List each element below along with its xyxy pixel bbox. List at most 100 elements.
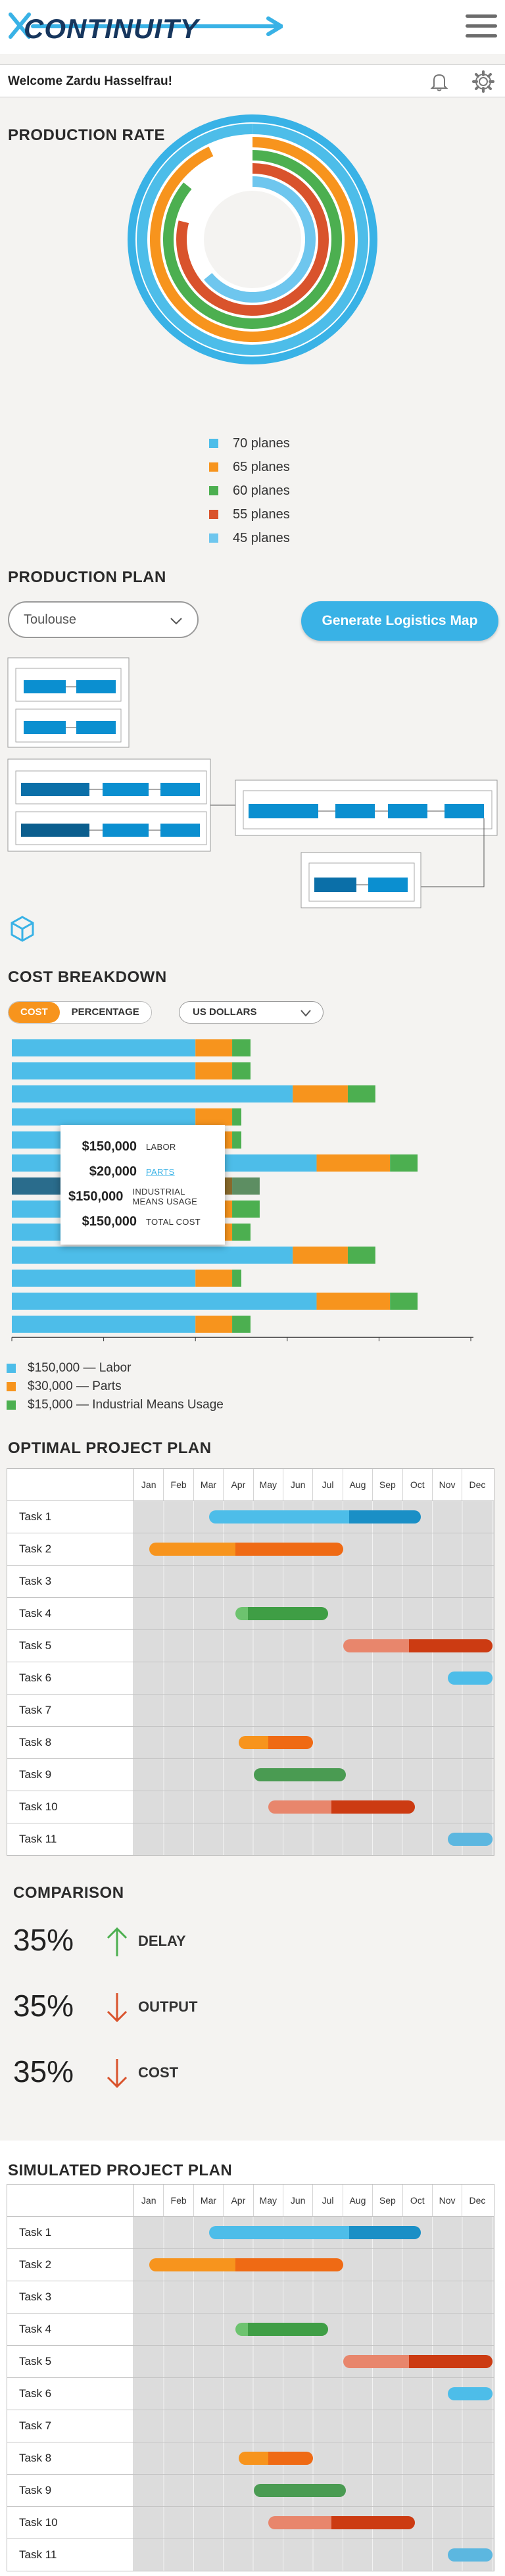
task-bar[interactable]: [238, 1736, 314, 1749]
task-bar[interactable]: [343, 2355, 493, 2368]
bar-labor-1[interactable]: [12, 1062, 196, 1079]
bar-labor-10[interactable]: [12, 1270, 196, 1287]
bar-parts-9[interactable]: [293, 1247, 348, 1264]
task-bar-segment: [253, 2484, 347, 2497]
task-bar-segment: [343, 1639, 409, 1652]
task-bar[interactable]: [208, 1510, 421, 1523]
bar-parts-5[interactable]: [316, 1154, 391, 1172]
task-bar[interactable]: [343, 1639, 493, 1652]
cost-breakdown-title: COST BREAKDOWN: [8, 968, 167, 986]
donut-arc-1[interactable]: [150, 137, 355, 342]
task-track: [134, 2539, 494, 2571]
gear-icon[interactable]: [472, 70, 494, 93]
bar-parts-3[interactable]: [195, 1108, 233, 1126]
bar-industrial-means-usage-8[interactable]: [232, 1224, 251, 1241]
city-select[interactable]: Toulouse: [8, 601, 199, 638]
tooltip-parts-link[interactable]: PARTS: [146, 1166, 175, 1177]
bar-industrial-means-usage-1[interactable]: [232, 1062, 251, 1079]
tooltip-means-amount: $150,000: [68, 1189, 124, 1204]
toggle-cost[interactable]: COST: [9, 1002, 60, 1023]
legend-label: $30,000 — Parts: [28, 1379, 122, 1393]
gantt-row: Task 6: [7, 2377, 494, 2410]
simulated-plan-title: SIMULATED PROJECT PLAN: [8, 2162, 233, 2179]
task-track: [134, 2507, 494, 2539]
bar-parts-2[interactable]: [293, 1085, 348, 1102]
bar-parts-0[interactable]: [195, 1039, 233, 1056]
bar-industrial-means-usage-7[interactable]: [232, 1201, 260, 1218]
donut-arc-0[interactable]: [137, 124, 368, 355]
bar-industrial-means-usage-0[interactable]: [232, 1039, 251, 1056]
bar-parts-11[interactable]: [316, 1293, 391, 1310]
generate-logistics-map-button[interactable]: Generate Logistics Map: [301, 601, 498, 641]
task-bar[interactable]: [447, 1833, 493, 1846]
bar-industrial-means-usage-3[interactable]: [232, 1108, 241, 1126]
bar-parts-12[interactable]: [195, 1316, 233, 1333]
month-header: Mar: [194, 2185, 224, 2216]
chevron-down-icon: [301, 1010, 311, 1017]
bar-industrial-means-usage-9[interactable]: [347, 1247, 375, 1264]
brand-text: CONTINUITY: [24, 13, 201, 44]
task-bar[interactable]: [149, 2258, 343, 2271]
month-header: Dec: [469, 2195, 486, 2206]
bar-industrial-means-usage-6[interactable]: [232, 1177, 260, 1195]
currency-value: US DOLLARS: [193, 1006, 257, 1018]
bar-labor-3[interactable]: [12, 1108, 196, 1126]
bar-labor-12[interactable]: [12, 1316, 196, 1333]
bar-industrial-means-usage-12[interactable]: [232, 1316, 251, 1333]
continuity-logo[interactable]: CONTINUITY: [7, 8, 283, 45]
legend-swatch: [209, 533, 218, 543]
arrow-down-icon: [107, 1993, 128, 2023]
production-plan-title: PRODUCTION PLAN: [8, 568, 166, 586]
task-bar[interactable]: [447, 1672, 493, 1685]
bar-parts-10[interactable]: [195, 1270, 233, 1287]
task-name: Task 5: [7, 2346, 134, 2377]
task-bar[interactable]: [149, 1543, 343, 1556]
task-bar[interactable]: [253, 2484, 347, 2497]
task-bar-segment: [149, 2258, 236, 2271]
bar-parts-1[interactable]: [195, 1062, 233, 1079]
task-bar[interactable]: [235, 2323, 329, 2336]
gantt-row: Task 5: [7, 1629, 494, 1662]
toggle-percentage[interactable]: PERCENTAGE: [71, 1006, 139, 1018]
donut-arc-2[interactable]: [163, 150, 342, 329]
legend-swatch: [7, 1400, 16, 1410]
task-name: Task 1: [7, 1501, 134, 1533]
bar-labor-2[interactable]: [12, 1085, 293, 1102]
cube-icon[interactable]: [8, 914, 37, 943]
task-bar[interactable]: [238, 2452, 314, 2465]
bar-industrial-means-usage-4[interactable]: [232, 1131, 241, 1149]
donut-arc-3[interactable]: [176, 163, 329, 316]
task-track: [134, 1662, 494, 1694]
bar-labor-0[interactable]: [12, 1039, 196, 1056]
gantt-row: Task 9: [7, 2474, 494, 2506]
bar-labor-11[interactable]: [12, 1293, 317, 1310]
task-bar-segment: [331, 1800, 415, 1814]
task-bar[interactable]: [268, 2516, 415, 2529]
task-bar[interactable]: [447, 2548, 493, 2562]
bell-icon[interactable]: [429, 71, 450, 92]
task-bar[interactable]: [253, 1768, 347, 1781]
bar-industrial-means-usage-10[interactable]: [232, 1270, 241, 1287]
task-bar[interactable]: [208, 2226, 421, 2239]
task-name: Task 3: [7, 2281, 134, 2313]
task-bar-segment: [349, 1510, 421, 1523]
cost-legend: $150,000 — Labor $30,000 — Parts $15,000 —…: [7, 1359, 224, 1414]
task-track: [134, 2475, 494, 2506]
month-header: Jun: [283, 1469, 314, 1500]
bar-industrial-means-usage-5[interactable]: [390, 1154, 418, 1172]
bar-labor-9[interactable]: [12, 1247, 293, 1264]
legend-label: 65 planes: [233, 459, 290, 474]
task-name: Task 10: [7, 2507, 134, 2539]
simulated-plan-gantt: Jan Feb Mar Apr May Jun Jul Aug Sep Oct Nov Dec Task…: [7, 2184, 494, 2571]
task-bar[interactable]: [268, 1800, 415, 1814]
bar-industrial-means-usage-2[interactable]: [347, 1085, 375, 1102]
menu-icon[interactable]: [466, 14, 497, 41]
task-bar[interactable]: [447, 2387, 493, 2400]
task-bar[interactable]: [235, 1607, 329, 1620]
bar-industrial-means-usage-11[interactable]: [390, 1293, 418, 1310]
task-track: [134, 1727, 494, 1758]
task-bar-segment: [238, 2452, 269, 2465]
task-track: [134, 1566, 494, 1597]
currency-select[interactable]: US DOLLARS: [179, 1001, 324, 1024]
donut-arc-4[interactable]: [204, 176, 316, 303]
